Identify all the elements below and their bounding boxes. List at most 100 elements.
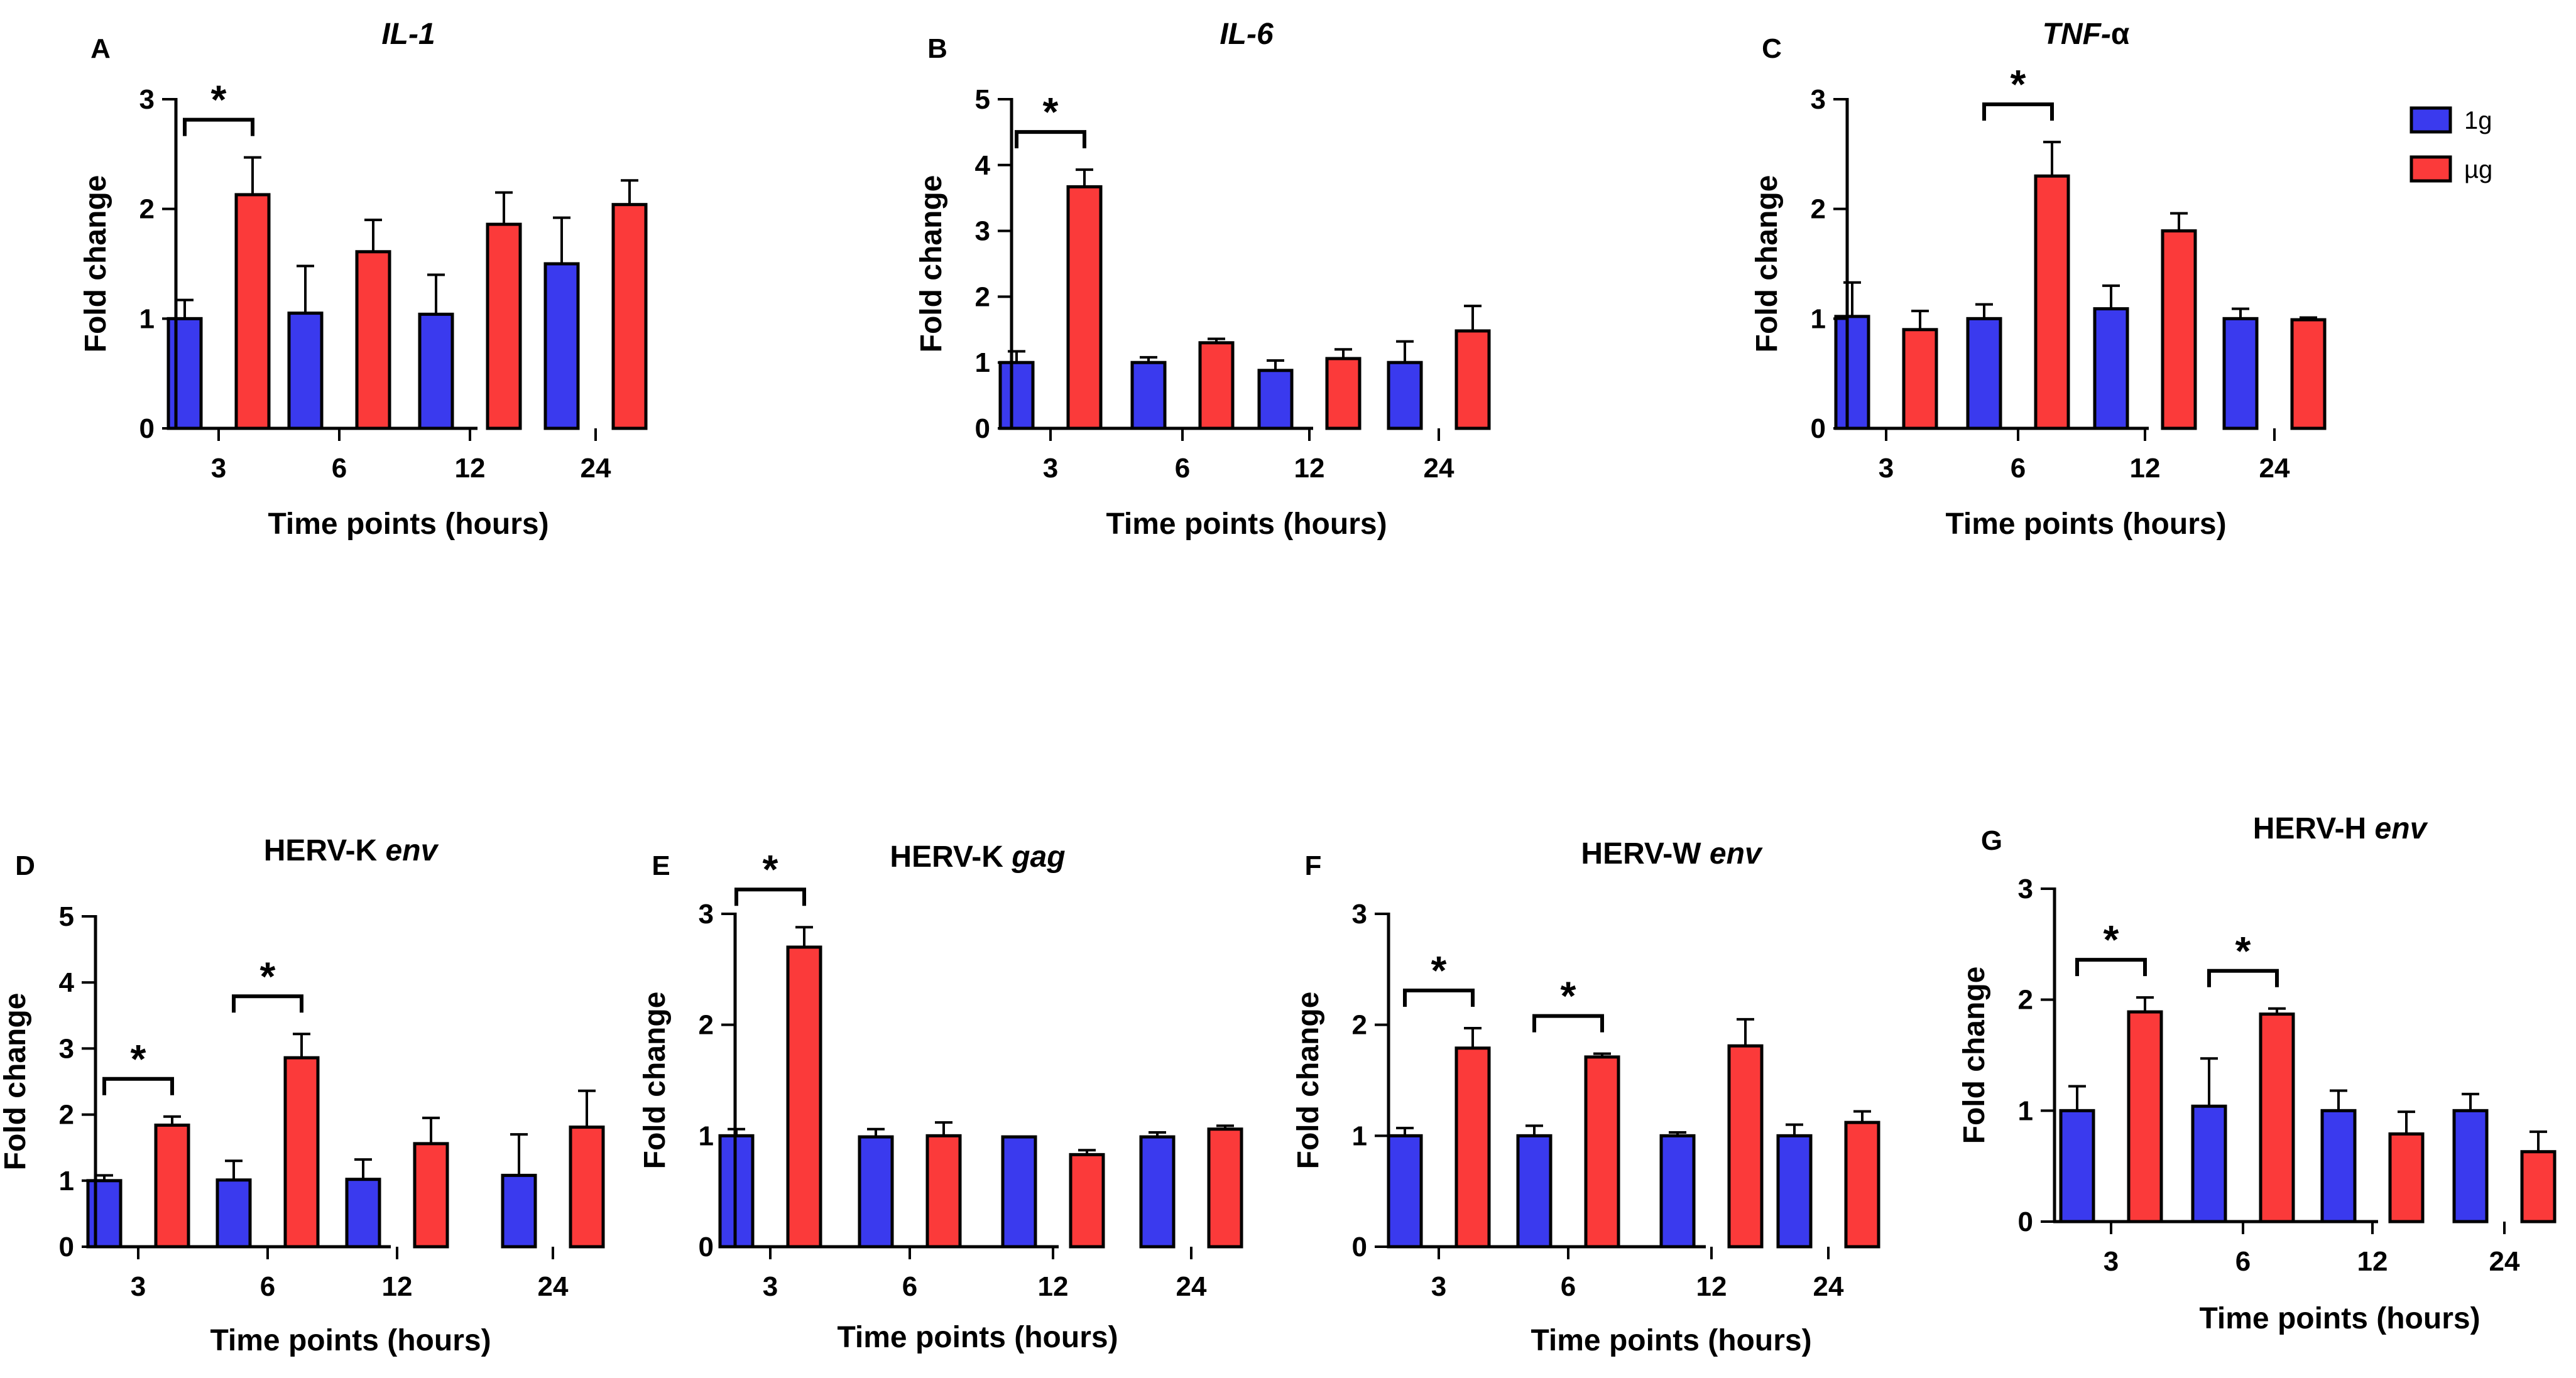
bar-µg-12 <box>2388 1132 2425 1223</box>
panel-title: HERV-K env <box>264 834 439 867</box>
significance-star: * <box>211 77 227 122</box>
bar-µg-3 <box>786 945 822 1249</box>
panel-title: HERV-W env <box>1581 837 1762 871</box>
bar-1g-24 <box>2452 1109 2489 1223</box>
x-axis-title: Time points (hours) <box>268 507 548 541</box>
x-tick-label: 3 <box>131 1271 146 1302</box>
bar-1g-3 <box>86 1179 123 1249</box>
y-axis-title: Fold change <box>1292 992 1325 1169</box>
panel-title-part: HERV-K <box>264 834 386 867</box>
significance-bracket <box>1015 130 1086 149</box>
y-tick-label: 2 <box>2018 985 2033 1016</box>
significance-star: * <box>1431 948 1447 993</box>
y-tick-label: 0 <box>1352 1232 1367 1262</box>
x-tick-label: 6 <box>1561 1271 1576 1302</box>
y-tick-label: 5 <box>59 901 74 932</box>
significance-star: * <box>2011 62 2026 107</box>
x-axis-title: Time points (hours) <box>1945 507 2226 541</box>
bar-1g-6 <box>1966 317 2002 430</box>
y-tick-label: 1 <box>699 1120 714 1151</box>
significance-bracket <box>734 887 806 906</box>
significance-bracket <box>2207 968 2279 987</box>
bar-1g-3 <box>166 317 203 430</box>
y-axis-title: Fold change <box>0 993 32 1171</box>
y-tick-label: 1 <box>139 303 155 334</box>
legend: 1g µg <box>2410 106 2492 183</box>
bar-µg-12 <box>486 222 522 430</box>
x-tick-label: 24 <box>1176 1271 1207 1302</box>
panel-title-part: env <box>2375 812 2428 845</box>
bar-µg-24 <box>1207 1127 1243 1249</box>
x-tick-label: 12 <box>455 453 486 484</box>
y-tick-label: 0 <box>699 1232 714 1262</box>
panel-letter: C <box>1762 33 1782 64</box>
panel-title-part: TNF- <box>2043 18 2111 51</box>
legend-label-1: µg <box>2464 156 2492 183</box>
bar-1g-6 <box>858 1135 894 1249</box>
y-tick-label: 1 <box>1352 1120 1367 1151</box>
bar-µg-24 <box>1454 329 1491 430</box>
panel-letter: B <box>927 33 947 64</box>
bar-1g-6 <box>216 1178 252 1249</box>
bar-µg-6 <box>2259 1012 2295 1223</box>
y-axis-title: Fold change <box>638 992 672 1169</box>
panel-letter: D <box>15 850 35 881</box>
bar-µg-24 <box>2520 1150 2557 1223</box>
x-tick-label: 6 <box>902 1271 917 1302</box>
bar-1g-12 <box>1001 1135 1037 1249</box>
x-tick-label: 3 <box>211 453 226 484</box>
y-tick-label: 2 <box>1811 194 1826 225</box>
significance-bracket <box>2075 958 2147 977</box>
bar-µg-3 <box>1454 1046 1491 1249</box>
x-tick-label: 24 <box>1424 453 1454 484</box>
y-tick-label: 2 <box>975 281 990 312</box>
y-axis-title: Fold change <box>79 175 112 353</box>
y-tick-label: 0 <box>59 1232 74 1262</box>
y-tick-label: 1 <box>59 1166 74 1196</box>
x-tick-label: 12 <box>2130 453 2161 484</box>
bar-µg-12 <box>2161 229 2197 430</box>
x-tick-label: 6 <box>2235 1246 2251 1277</box>
bar-µg-6 <box>925 1134 962 1249</box>
x-axis-title: Time points (hours) <box>210 1324 491 1357</box>
panel-letter: A <box>90 33 111 64</box>
legend-swatch-1 <box>2410 155 2452 183</box>
x-tick-label: 12 <box>1038 1271 1069 1302</box>
bar-µg-12 <box>413 1142 449 1249</box>
y-tick-label: 3 <box>1811 84 1826 115</box>
panel-title-part: IL-6 <box>1220 18 1274 51</box>
panel-title-part: IL-1 <box>381 18 435 51</box>
panel-title-part: α <box>2111 18 2130 51</box>
bar-µg-6 <box>355 250 391 430</box>
y-tick-label: 3 <box>139 84 155 115</box>
panel-title-part: HERV-K <box>890 840 1012 874</box>
bar-µg-24 <box>2290 318 2327 430</box>
panel-title-part: env <box>1710 837 1763 871</box>
y-tick-label: 5 <box>975 84 990 115</box>
panel-title: IL-6 <box>1220 18 1274 51</box>
y-tick-label: 2 <box>59 1100 74 1131</box>
significance-bracket <box>1982 102 2054 121</box>
bar-1g-24 <box>1139 1135 1176 1249</box>
y-tick-label: 3 <box>699 899 714 930</box>
x-tick-label: 3 <box>2104 1246 2119 1277</box>
bar-1g-12 <box>1257 369 1294 430</box>
bar-1g-3 <box>1387 1134 1423 1249</box>
bar-1g-6 <box>2191 1104 2227 1223</box>
x-tick-label: 24 <box>2489 1246 2520 1277</box>
y-tick-label: 0 <box>139 413 155 444</box>
bar-1g-12 <box>2320 1109 2357 1223</box>
x-tick-label: 6 <box>2011 453 2026 484</box>
panel-title-part: gag <box>1011 840 1065 874</box>
x-tick-label: 24 <box>1813 1271 1844 1302</box>
bar-µg-6 <box>283 1056 320 1249</box>
y-tick-label: 2 <box>699 1010 714 1041</box>
bar-µg-3 <box>1902 328 1938 430</box>
